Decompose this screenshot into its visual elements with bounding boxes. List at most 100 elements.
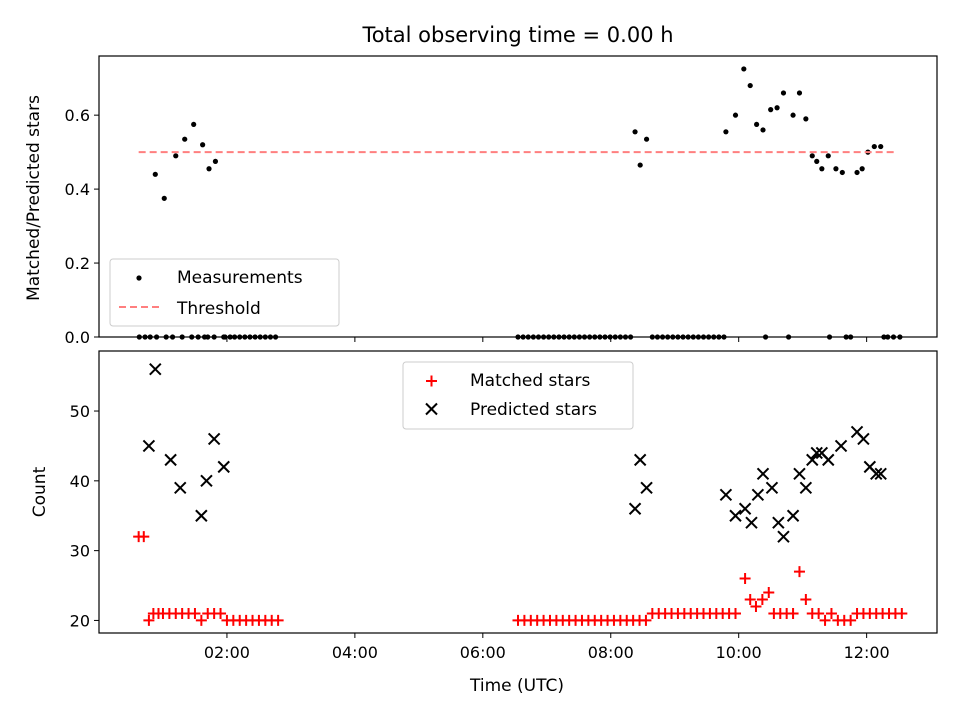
measurement-point <box>825 153 831 159</box>
legend-label-matched: Matched stars <box>470 371 590 391</box>
matched-star-marker <box>750 600 762 612</box>
predicted-star-marker <box>738 502 752 515</box>
legend-label-predicted: Predicted stars <box>470 400 597 420</box>
matched-star-marker <box>756 593 768 605</box>
predicted-star-marker <box>772 516 785 529</box>
matched-star-marker <box>793 566 805 578</box>
predicted-star-marker <box>822 453 835 467</box>
measurement-point <box>212 158 219 164</box>
legend-label-measurements: Measurements <box>177 268 303 288</box>
x-axis-label: Time (UTC) <box>469 676 564 696</box>
predicted-star-marker <box>640 481 653 495</box>
matched-star-marker <box>215 607 227 619</box>
matched-star-marker <box>825 607 837 619</box>
measurement-point <box>878 143 884 150</box>
predicted-star-marker <box>810 446 823 460</box>
predicted-star-marker <box>164 453 177 467</box>
axes-frame <box>98 55 938 338</box>
y-tick-label: 0.6 <box>65 106 90 125</box>
panel-1: 0.0 0.2 0.4 0.6 Matched/Predicted stars Measu… <box>24 55 938 347</box>
matched-star-marker <box>763 587 775 599</box>
predicted-star-marker <box>874 467 887 481</box>
y-tick-label: 30 <box>70 542 90 561</box>
chart-title: Total observing time = 0.00 h <box>361 23 673 47</box>
predicted-star-marker <box>195 509 208 522</box>
predicted-star-marker <box>633 453 647 467</box>
measurement-point <box>774 105 780 111</box>
legend: Measurements Threshold <box>109 258 340 327</box>
y-tick-label: 20 <box>70 611 90 630</box>
predicted-star-marker <box>786 509 800 522</box>
measurement-point <box>632 129 638 135</box>
measurement-point <box>760 127 766 133</box>
predicted-star-marker <box>756 467 770 481</box>
predicted-star-marker <box>628 502 642 515</box>
measurement-point <box>754 121 760 128</box>
predicted-star-marker <box>793 467 806 481</box>
legend-label-threshold: Threshold <box>176 299 261 319</box>
y-tick-label: 0.4 <box>65 180 90 199</box>
measurement-point <box>833 166 839 172</box>
measurement-point <box>191 121 197 128</box>
predicted-star-marker <box>870 467 883 481</box>
legend-x-marker <box>425 402 438 416</box>
predicted-star-marker <box>149 362 162 376</box>
predicted-star-marker <box>777 530 790 543</box>
measurement-point <box>790 112 796 118</box>
measurement-point <box>200 142 206 148</box>
matched-star-marker <box>800 593 812 605</box>
y-tick-label: 0.0 <box>65 328 90 347</box>
x-tick-label: 02:00 <box>204 643 250 662</box>
legend-plus-marker <box>426 375 437 387</box>
matched-star-marker <box>195 614 207 626</box>
predicted-star-marker <box>799 481 813 495</box>
predicted-star-marker <box>806 453 819 467</box>
matched-star-marker <box>640 614 652 626</box>
measurement-point <box>161 195 167 201</box>
predicted-star-marker <box>719 488 733 501</box>
x-tick-label: 08:00 <box>588 643 634 662</box>
axes-frame <box>98 350 938 634</box>
y-axis-label: Count <box>30 466 50 517</box>
measurement-point <box>768 107 774 113</box>
predicted-star-marker <box>765 481 779 495</box>
marks <box>136 66 903 340</box>
panel-2: 20 30 40 50 02:00 04:00 06:00 08:00 10:00 12:00 Co… <box>30 350 938 696</box>
legend-box <box>109 258 340 327</box>
measurement-point <box>854 169 860 176</box>
measurement-point <box>643 136 650 142</box>
legend: Matched stars Predicted stars <box>402 361 634 430</box>
matched-star-marker <box>739 573 751 585</box>
matched-star-marker <box>813 607 825 619</box>
legend-dot-marker <box>136 275 142 281</box>
predicted-star-marker <box>751 488 765 501</box>
measurement-point <box>796 90 803 96</box>
matched-star-marker <box>143 614 155 626</box>
matched-star-marker <box>189 607 201 619</box>
matched-star-marker <box>272 614 284 626</box>
matched-star-marker <box>845 614 857 626</box>
measurement-point <box>819 166 825 172</box>
y-tick-label: 50 <box>70 402 90 421</box>
measurement-point <box>780 90 787 96</box>
matched-star-marker <box>729 607 741 619</box>
predicted-star-marker <box>834 439 848 453</box>
matched-star-marker <box>787 607 799 619</box>
y-axis-label: Matched/Predicted stars <box>24 95 44 301</box>
measurement-point <box>732 112 739 118</box>
measurement-point <box>814 158 820 164</box>
x-tick-label: 12:00 <box>844 643 890 662</box>
predicted-star-marker <box>174 481 187 495</box>
matched-star-marker <box>744 593 756 605</box>
predicted-star-marker <box>142 439 156 453</box>
measurement-point <box>809 153 815 159</box>
predicted-star-marker <box>217 460 230 474</box>
matched-star-marker <box>138 531 150 543</box>
predicted-star-marker <box>729 509 742 522</box>
measurement-point <box>723 129 729 135</box>
predicted-star-marker <box>745 516 758 529</box>
measurement-point <box>871 143 877 150</box>
measurement-point <box>206 166 212 172</box>
x-tick-label: 10:00 <box>716 643 762 662</box>
y-tick-label: 0.2 <box>65 254 90 273</box>
